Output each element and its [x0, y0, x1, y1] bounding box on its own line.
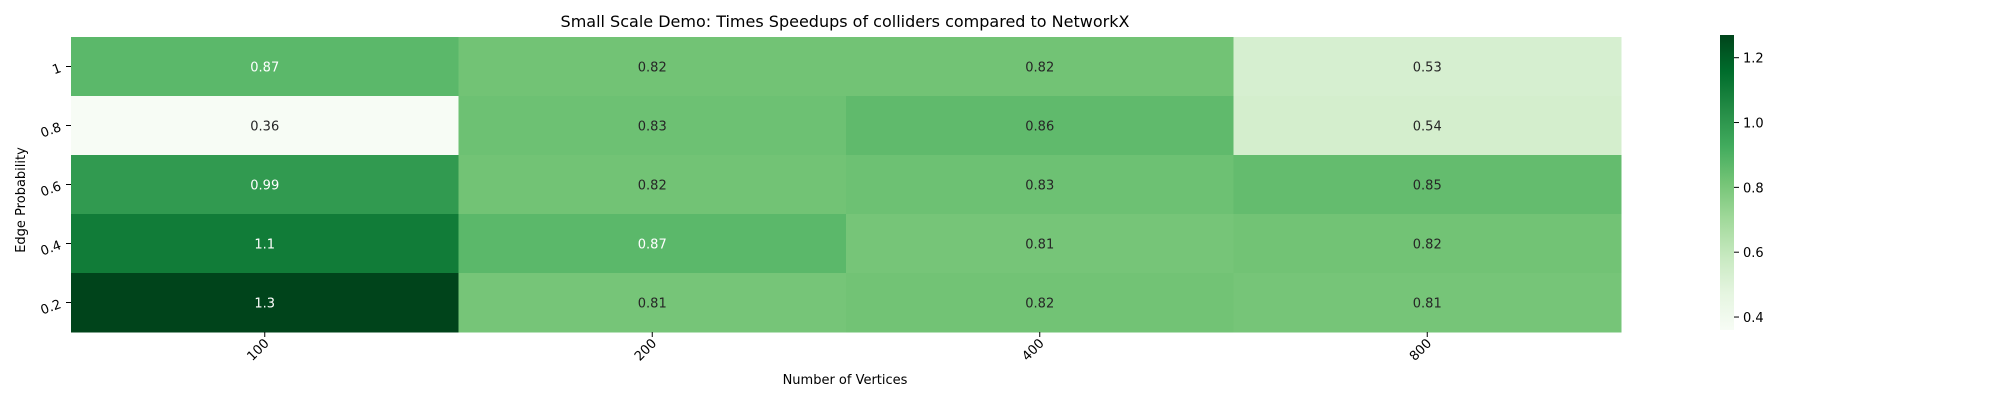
heatmap-cell — [1233, 155, 1622, 215]
heatmap-cell — [846, 273, 1234, 333]
colorbar-tick-label: 1.2 — [1743, 52, 1764, 67]
cell-value-label: 1.1 — [254, 238, 275, 253]
heatmap-cell — [846, 37, 1234, 97]
y-axis: 1 0.8 0.6 0.4 0.2 — [39, 61, 71, 318]
x-tick-label: 400 — [1019, 336, 1047, 364]
heatmap-cell — [458, 96, 847, 156]
cell-value-label: 0.82 — [1025, 297, 1054, 312]
cell-value-label: 0.83 — [638, 120, 667, 135]
x-tick-label: 800 — [1407, 336, 1435, 364]
heatmap-cell — [1233, 214, 1622, 274]
cell-value-labels: 0.87 0.82 0.82 0.53 0.36 0.83 0.86 0.54 0.99 0.82… — [250, 61, 1441, 312]
heatmap-cells — [71, 37, 1622, 333]
cell-value-label: 0.99 — [250, 179, 279, 194]
heatmap-cell — [846, 214, 1234, 274]
heatmap-cell — [71, 214, 459, 274]
colorbar — [1720, 35, 1734, 330]
cell-value-label: 0.86 — [1025, 120, 1054, 135]
cell-value-label: 0.82 — [1413, 238, 1442, 253]
cell-value-label: 0.54 — [1413, 120, 1442, 135]
cell-value-label: 0.87 — [250, 61, 279, 76]
cell-value-label: 0.81 — [1025, 238, 1054, 253]
heatmap-cell — [846, 96, 1234, 156]
cell-value-label: 0.85 — [1413, 179, 1442, 194]
colorbar-axis: 0.4 0.6 0.8 1.0 1.2 — [1734, 52, 1764, 326]
colorbar-tick-label: 0.4 — [1743, 311, 1764, 326]
heatmap-cell — [458, 273, 847, 333]
heatmap-cell — [846, 155, 1234, 215]
cell-value-label: 1.3 — [254, 297, 275, 312]
cell-value-label: 0.81 — [1413, 297, 1442, 312]
cell-value-label: 0.53 — [1413, 61, 1442, 76]
x-axis-label: Number of Vertices — [783, 373, 908, 388]
y-tick-label: 1 — [50, 61, 63, 78]
cell-value-label: 0.83 — [1025, 179, 1054, 194]
colorbar-tick-label: 0.6 — [1743, 246, 1764, 261]
cell-value-label: 0.87 — [638, 238, 667, 253]
y-axis-label: Edge Probability — [14, 147, 29, 253]
y-tick-label: 0.6 — [39, 179, 64, 200]
x-tick-label: 100 — [244, 336, 272, 364]
heatmap-cell — [71, 273, 459, 333]
heatmap-cell — [458, 37, 847, 97]
heatmap-cell — [458, 214, 847, 274]
y-tick-label: 0.8 — [39, 120, 64, 141]
cell-value-label: 0.81 — [638, 297, 667, 312]
cell-value-label: 0.82 — [1025, 61, 1054, 76]
colorbar-tick-label: 1.0 — [1743, 117, 1764, 132]
heatmap-cell — [1233, 37, 1622, 97]
chart-title: Small Scale Demo: Times Speedups of coll… — [561, 12, 1130, 31]
y-tick-label: 0.2 — [39, 297, 64, 318]
colorbar-tick-label: 0.8 — [1743, 181, 1764, 196]
cell-value-label: 0.82 — [638, 179, 667, 194]
y-tick-label: 0.4 — [39, 238, 64, 259]
x-tick-label: 200 — [632, 336, 660, 364]
cell-value-label: 0.36 — [250, 120, 279, 135]
heatmap-cell — [71, 96, 459, 156]
heatmap-cell — [1233, 273, 1622, 333]
x-axis: 100 200 400 800 — [244, 332, 1435, 364]
heatmap-cell — [458, 155, 847, 215]
heatmap-cell — [1233, 96, 1622, 156]
heatmap-cell — [71, 37, 459, 97]
heatmap-cell — [71, 155, 459, 215]
cell-value-label: 0.82 — [638, 61, 667, 76]
